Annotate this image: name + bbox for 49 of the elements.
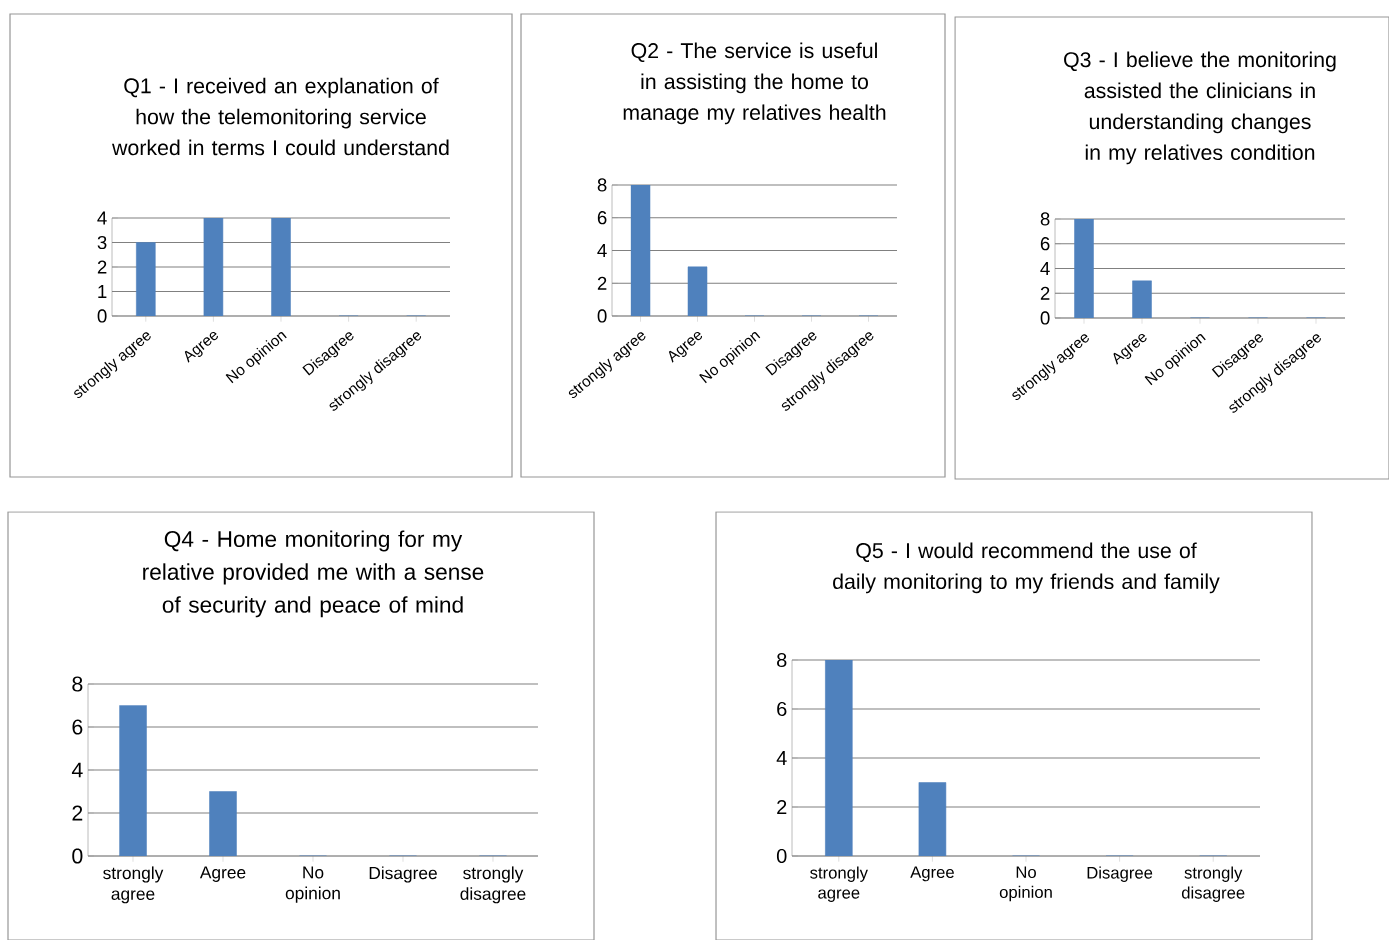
x-tick-label: Disagree bbox=[369, 866, 437, 883]
y-tick-label: 4 bbox=[97, 211, 107, 225]
y-tick-label: 0 bbox=[597, 309, 607, 323]
x-tick-label: Agree bbox=[910, 866, 954, 882]
x-tick-label: Agree bbox=[199, 866, 246, 882]
y-tick-label: 2 bbox=[97, 260, 107, 274]
bar bbox=[918, 782, 947, 856]
bar bbox=[1132, 280, 1152, 318]
y-tick-label: 0 bbox=[776, 848, 787, 864]
bar bbox=[825, 660, 853, 856]
chart-title: Q2 - The service is useful in assisting the home to manage my relatives health bbox=[623, 42, 886, 125]
y-tick-label: 0 bbox=[1040, 311, 1050, 325]
chart-title: Q3 - I believe the monitoring assisted the clinicians in understanding changes in my relatives condition bbox=[1064, 51, 1336, 165]
y-tick-label: 0 bbox=[72, 848, 83, 864]
y-tick-label: 6 bbox=[597, 211, 607, 225]
y-tick-label: 2 bbox=[777, 800, 787, 814]
x-tick-label: No opinion bbox=[285, 866, 340, 903]
bar bbox=[271, 218, 291, 316]
x-tick-label: strongly disagree bbox=[1181, 866, 1245, 902]
y-tick-label: 6 bbox=[1040, 237, 1050, 251]
x-tick-label: No opinion bbox=[999, 866, 1052, 902]
chart-title: Q1 - I received an explanation of how the telemonitoring service worked in terms I could understand bbox=[112, 77, 449, 156]
bar bbox=[630, 184, 651, 316]
y-tick-label: 8 bbox=[777, 652, 787, 668]
x-tick-label: strongly agree bbox=[810, 866, 868, 902]
y-tick-label: 6 bbox=[72, 719, 83, 735]
y-tick-label: 1 bbox=[98, 285, 107, 298]
y-tick-label: 4 bbox=[71, 762, 83, 778]
x-tick-label: Disagree bbox=[1087, 866, 1153, 882]
chart-title: Q5 - I would recommend the use of daily monitoring to my friends and family bbox=[833, 542, 1220, 594]
chart-title: Q4 - Home monitoring for my relative provided me with a sense of security and peace of mind bbox=[143, 530, 484, 618]
y-tick-label: 8 bbox=[1040, 212, 1050, 226]
bar bbox=[136, 242, 156, 316]
y-tick-label: 6 bbox=[777, 701, 787, 717]
y-tick-label: 0 bbox=[97, 309, 107, 323]
bar bbox=[687, 266, 708, 316]
y-tick-label: 4 bbox=[1040, 262, 1050, 275]
y-tick-label: 4 bbox=[776, 751, 787, 765]
y-tick-label: 4 bbox=[597, 244, 607, 257]
y-tick-label: 2 bbox=[72, 805, 83, 821]
y-tick-label: 3 bbox=[97, 235, 107, 250]
bar bbox=[1074, 218, 1094, 318]
y-tick-label: 2 bbox=[597, 276, 607, 290]
x-tick-label: strongly disagree bbox=[460, 866, 526, 904]
y-tick-label: 8 bbox=[597, 178, 607, 192]
bar bbox=[203, 218, 224, 316]
y-tick-label: 8 bbox=[72, 676, 83, 692]
x-tick-label: strongly agree bbox=[103, 866, 164, 904]
y-tick-label: 2 bbox=[1040, 286, 1050, 300]
